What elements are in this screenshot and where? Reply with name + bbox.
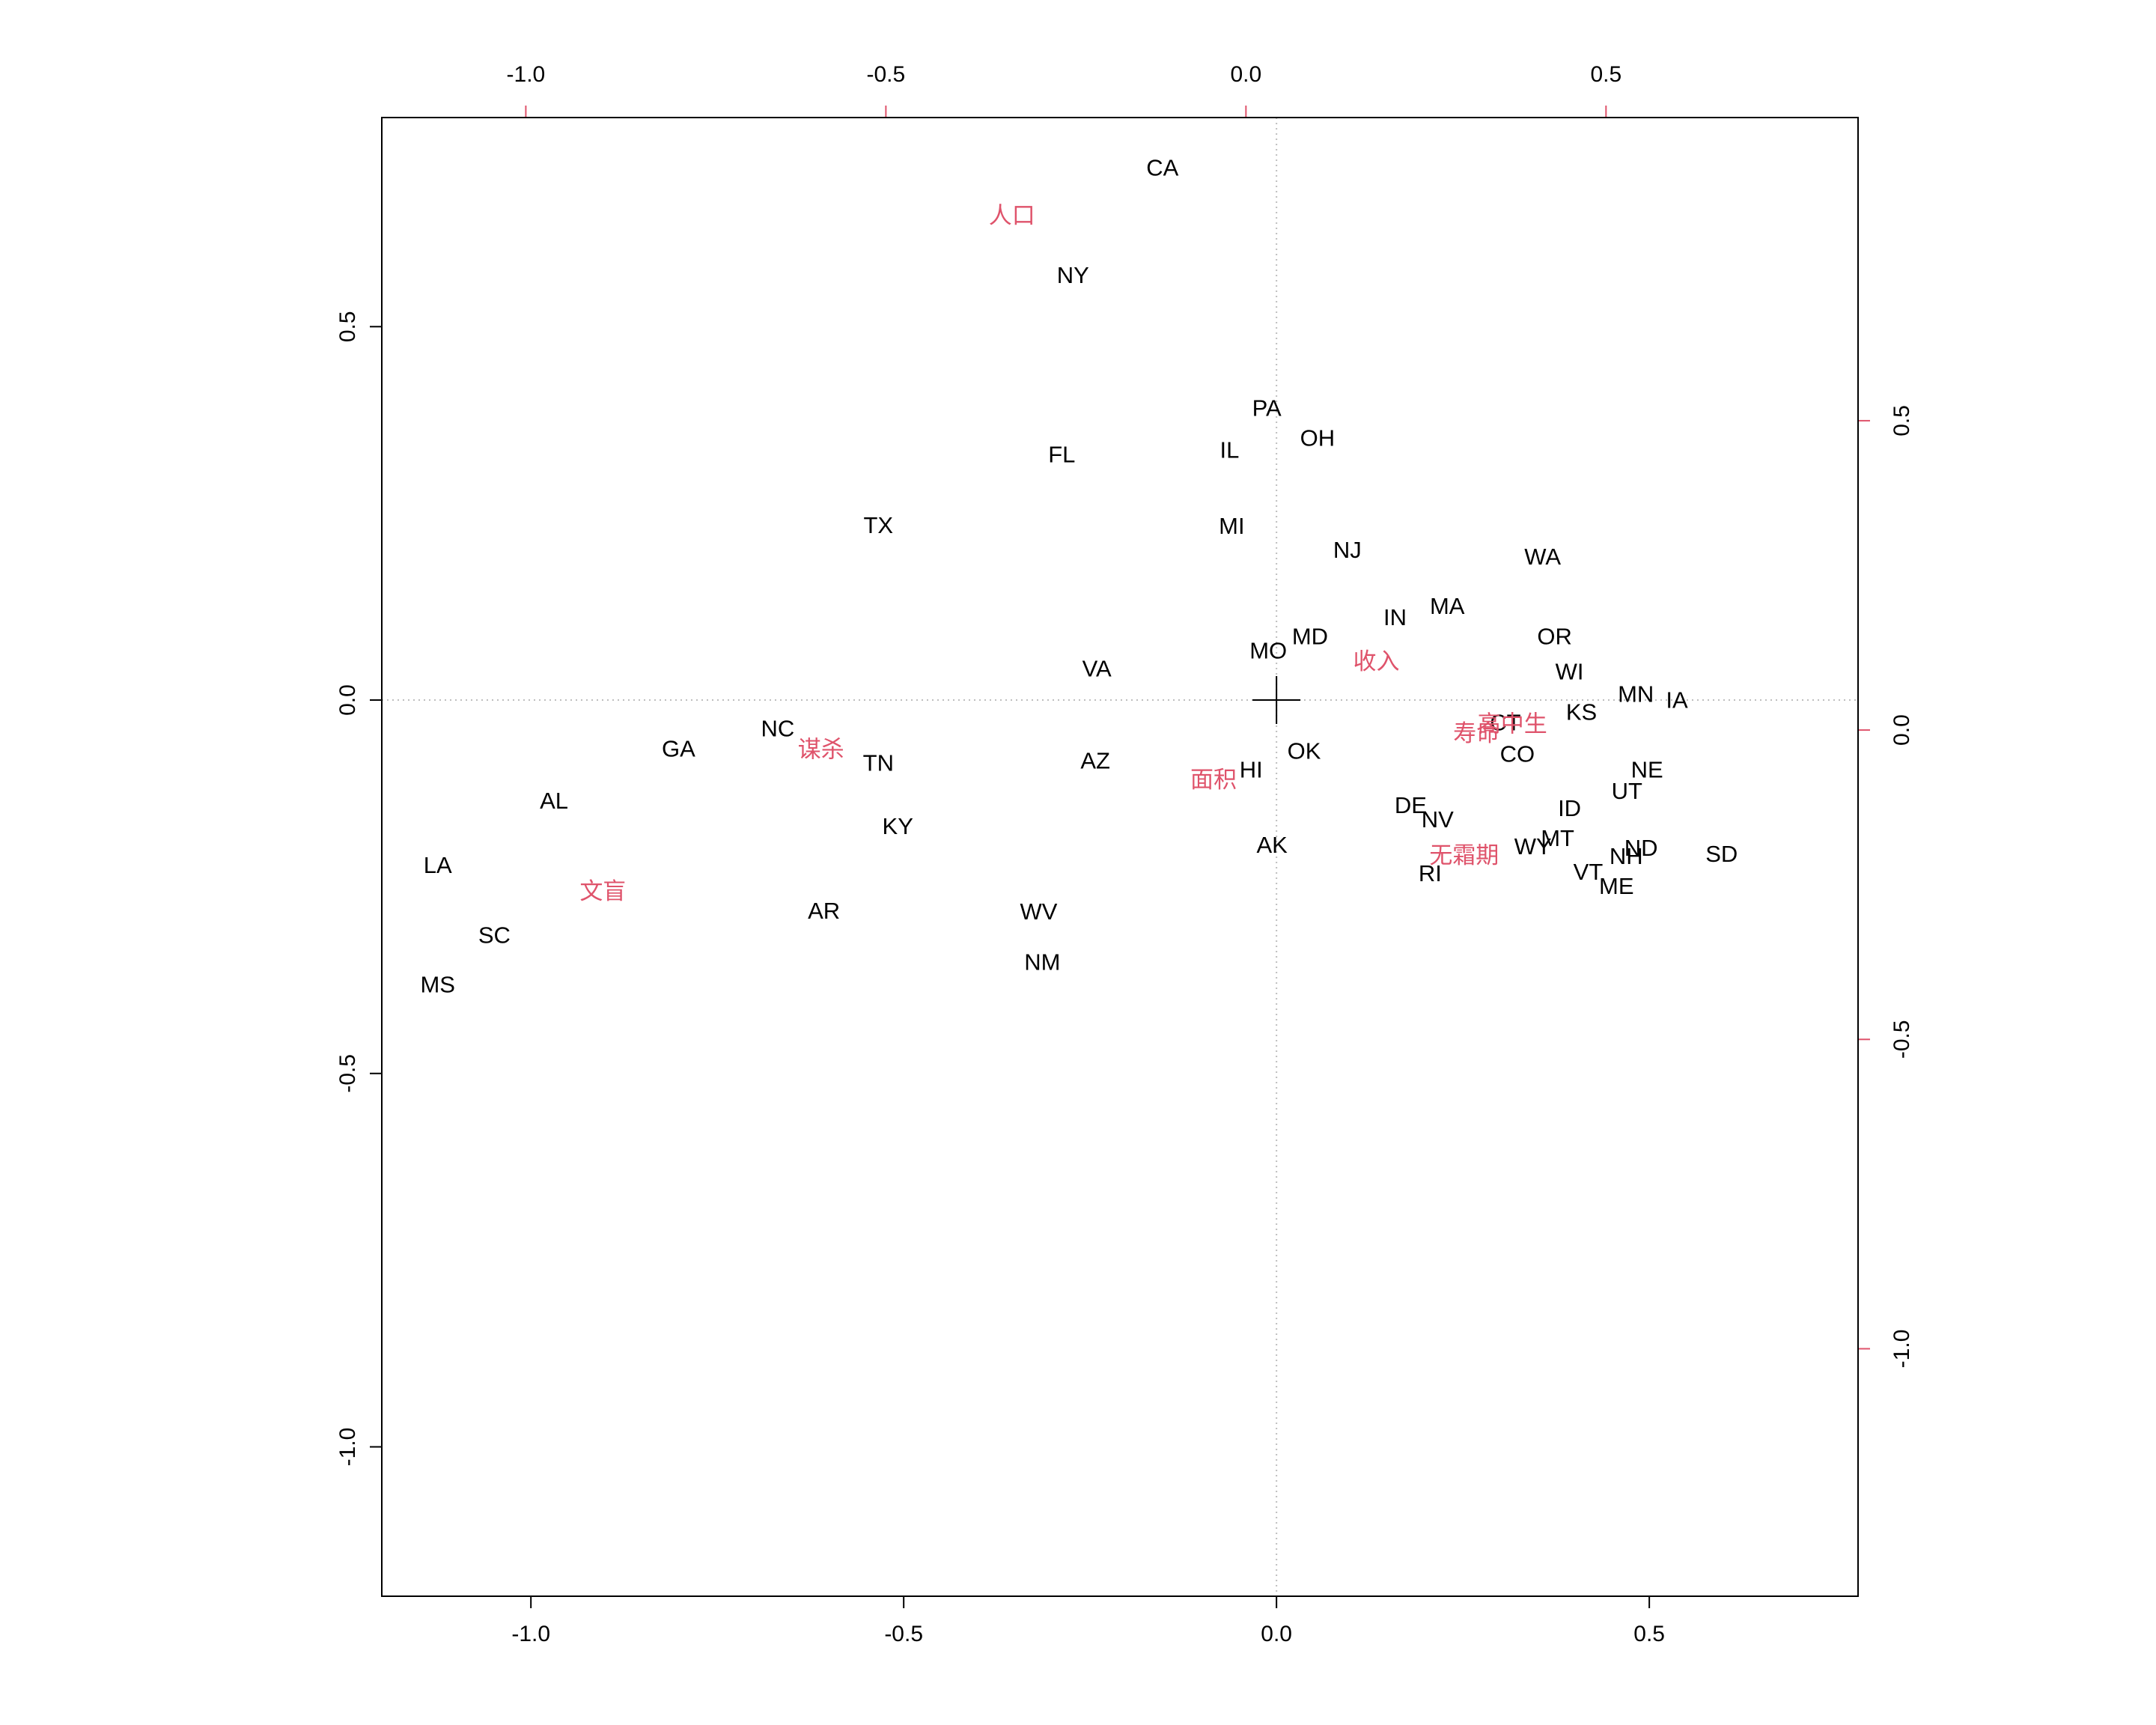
- observation-label: WA: [1524, 544, 1561, 570]
- observation-label: CT: [1490, 709, 1520, 735]
- tick-label-left: 0.0: [335, 684, 360, 716]
- variable-label: 谋杀: [798, 737, 844, 764]
- observation-label: UT: [1612, 778, 1642, 804]
- variable-label: 收入: [1353, 648, 1399, 675]
- plot-frame: [381, 117, 1859, 1597]
- variable-label: 人口: [989, 202, 1035, 229]
- observation-label: MD: [1292, 624, 1328, 650]
- observation-label: MN: [1618, 681, 1654, 708]
- variable-label: 高中生: [1478, 711, 1547, 738]
- observation-label: IN: [1383, 604, 1407, 630]
- observation-label: KY: [883, 813, 913, 839]
- observation-label: OH: [1300, 425, 1336, 451]
- observation-label: IA: [1666, 687, 1688, 714]
- tick-label-left: -0.5: [335, 1054, 360, 1093]
- observation-label: ID: [1558, 795, 1581, 821]
- observation-label: WI: [1556, 659, 1584, 685]
- tick-label-right: 0.0: [1889, 714, 1914, 746]
- observation-label: TX: [863, 512, 893, 538]
- tick-label-bottom: 0.5: [1633, 1622, 1665, 1646]
- variable-label: 文盲: [579, 878, 626, 905]
- observation-label: PA: [1252, 395, 1282, 422]
- tick-label-right: 0.5: [1889, 405, 1914, 436]
- observation-label: AL: [540, 788, 568, 814]
- observation-label: TN: [863, 749, 894, 776]
- observation-label: VT: [1574, 859, 1604, 885]
- variable-label: 面积: [1190, 767, 1237, 794]
- tick-label-top: 0.0: [1230, 62, 1261, 87]
- observation-label: MT: [1541, 825, 1574, 851]
- observation-label: VA: [1082, 656, 1112, 682]
- observation-label: OK: [1288, 737, 1321, 764]
- observation-label: KS: [1566, 699, 1597, 725]
- observation-label: NC: [761, 715, 794, 741]
- observation-label: RI: [1419, 860, 1442, 886]
- tick-label-bottom: -0.5: [884, 1622, 923, 1646]
- variable-label: 寿命: [1453, 720, 1499, 747]
- observation-label: SD: [1705, 841, 1738, 867]
- observation-label: NV: [1422, 806, 1454, 833]
- tick-label-left: -1.0: [335, 1428, 360, 1467]
- observation-label: FL: [1048, 441, 1075, 467]
- observation-label: AR: [808, 898, 840, 924]
- observation-label: CO: [1500, 740, 1535, 767]
- observation-label: GA: [662, 735, 695, 761]
- tick-label-bottom: 0.0: [1261, 1622, 1292, 1646]
- observation-labels: CA NY PA OH FL IL TX MI NJ WA MA IN MD OR MO VA WI MN IA KS…: [420, 154, 1738, 997]
- observation-label: AZ: [1080, 747, 1110, 773]
- observation-label: IL: [1219, 436, 1239, 463]
- tick-label-top: -1.0: [507, 62, 546, 87]
- observation-label: SC: [478, 922, 511, 949]
- observation-label: LA: [424, 852, 452, 878]
- observation-label: DE: [1395, 792, 1427, 818]
- observation-label: NY: [1057, 262, 1089, 288]
- tick-label-bottom: -1.0: [511, 1622, 550, 1646]
- origin-crosshair: [1252, 676, 1301, 725]
- observation-label: MO: [1249, 638, 1287, 664]
- observation-label: NJ: [1333, 537, 1362, 563]
- tick-label-right: -0.5: [1889, 1020, 1914, 1059]
- observation-label: HI: [1240, 756, 1263, 782]
- observation-label: MA: [1430, 593, 1465, 619]
- tick-label-left: 0.5: [335, 311, 360, 342]
- observation-label: WY: [1514, 833, 1552, 860]
- observation-label: WV: [1020, 898, 1057, 925]
- observation-label: MI: [1219, 513, 1244, 539]
- observation-label: NE: [1631, 756, 1663, 782]
- observation-label: NH: [1610, 843, 1643, 869]
- tick-label-top: -0.5: [867, 62, 906, 87]
- observation-label: OR: [1537, 624, 1572, 650]
- observation-label: ND: [1624, 835, 1658, 861]
- observation-label: AK: [1256, 832, 1288, 858]
- tick-label-top: 0.5: [1590, 62, 1621, 87]
- origin-reference-lines: [382, 118, 1858, 1596]
- observation-label: NM: [1024, 949, 1060, 976]
- observation-label: ME: [1599, 873, 1634, 899]
- observation-label: MS: [420, 972, 455, 998]
- observation-label: CA: [1146, 154, 1178, 180]
- tick-label-right: -1.0: [1889, 1330, 1914, 1369]
- variable-label: 无霜期: [1429, 842, 1499, 869]
